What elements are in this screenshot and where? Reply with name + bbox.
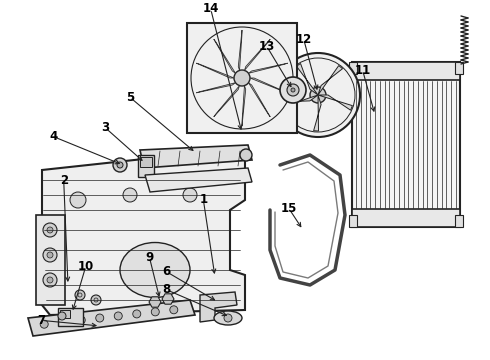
Circle shape: [77, 316, 85, 324]
Polygon shape: [149, 297, 161, 307]
Circle shape: [75, 290, 85, 300]
Text: 7: 7: [38, 314, 46, 327]
Text: 5: 5: [126, 91, 134, 104]
Polygon shape: [283, 95, 318, 107]
Bar: [352, 62, 460, 80]
Circle shape: [40, 320, 48, 328]
Circle shape: [280, 77, 306, 103]
Circle shape: [170, 306, 178, 314]
Text: 9: 9: [146, 251, 153, 264]
Polygon shape: [214, 39, 236, 73]
Circle shape: [183, 188, 197, 202]
Circle shape: [96, 314, 104, 322]
Polygon shape: [42, 148, 245, 315]
Polygon shape: [242, 86, 245, 126]
Bar: [187, 23, 297, 133]
Circle shape: [240, 149, 252, 161]
Circle shape: [133, 310, 141, 318]
Bar: [138, 155, 154, 177]
Bar: [352, 62, 460, 227]
Circle shape: [43, 273, 57, 287]
Circle shape: [117, 162, 123, 168]
Polygon shape: [162, 294, 174, 304]
Text: 14: 14: [202, 3, 219, 15]
Ellipse shape: [214, 311, 242, 325]
Bar: [349, 62, 357, 74]
Polygon shape: [140, 145, 252, 168]
Circle shape: [114, 312, 122, 320]
Polygon shape: [145, 168, 252, 192]
Bar: [349, 215, 357, 227]
Polygon shape: [248, 63, 288, 73]
Polygon shape: [238, 30, 242, 71]
Text: 15: 15: [281, 202, 297, 215]
Bar: [455, 215, 463, 227]
Polygon shape: [318, 66, 343, 95]
Text: 8: 8: [163, 283, 171, 296]
Text: 3: 3: [101, 121, 109, 134]
Circle shape: [47, 227, 53, 233]
Polygon shape: [28, 300, 195, 336]
Bar: [60, 310, 70, 318]
Polygon shape: [36, 215, 65, 305]
Circle shape: [291, 88, 295, 92]
Bar: [58, 308, 83, 326]
Circle shape: [47, 252, 53, 258]
Circle shape: [234, 70, 250, 86]
Text: 10: 10: [77, 260, 94, 273]
Text: 12: 12: [295, 33, 312, 46]
Text: 11: 11: [354, 64, 371, 77]
Text: 2: 2: [60, 174, 68, 186]
Polygon shape: [318, 95, 352, 110]
Polygon shape: [214, 86, 240, 117]
Circle shape: [224, 314, 232, 322]
Text: 4: 4: [50, 130, 58, 143]
Circle shape: [123, 188, 137, 202]
Circle shape: [43, 248, 57, 262]
Polygon shape: [248, 83, 270, 117]
Circle shape: [310, 87, 326, 103]
Polygon shape: [314, 95, 321, 131]
Bar: [140, 157, 152, 167]
Text: 6: 6: [163, 265, 171, 278]
Bar: [352, 209, 460, 227]
Ellipse shape: [120, 243, 190, 297]
Polygon shape: [250, 78, 288, 93]
Circle shape: [43, 223, 57, 237]
Polygon shape: [245, 39, 270, 71]
Polygon shape: [200, 292, 237, 322]
Circle shape: [276, 53, 360, 137]
Polygon shape: [196, 83, 236, 93]
Text: 1: 1: [199, 193, 207, 206]
Circle shape: [58, 312, 66, 320]
Circle shape: [91, 295, 101, 305]
Circle shape: [113, 158, 127, 172]
Polygon shape: [196, 63, 234, 78]
Polygon shape: [296, 63, 318, 95]
Circle shape: [47, 277, 53, 283]
Circle shape: [70, 192, 86, 208]
Text: 13: 13: [259, 40, 275, 53]
Bar: [455, 62, 463, 74]
Circle shape: [287, 84, 299, 96]
Circle shape: [59, 318, 67, 326]
Circle shape: [151, 308, 159, 316]
